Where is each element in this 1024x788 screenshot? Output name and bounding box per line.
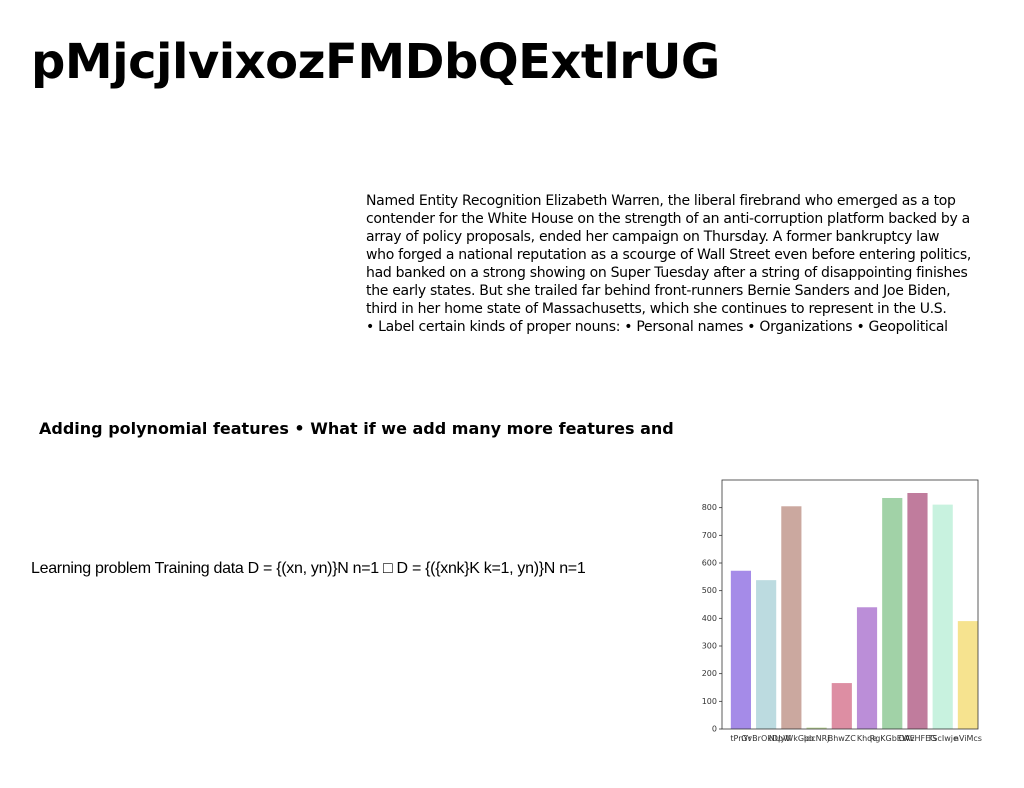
y-tick-label: 200 [702,669,717,678]
y-tick-label: 500 [702,586,717,595]
x-tick-label: IdcNRj [804,734,830,743]
polynomial-heading: Adding polynomial features • What if we … [39,419,674,438]
paragraph-line: had banked on a strong showing on Super … [366,265,968,281]
paragraph-line: third in her home state of Massachusetts… [366,301,947,317]
x-tick-label: TScIwje [926,734,957,743]
paragraph-line: contender for the White House on the str… [366,211,970,227]
bar [756,580,777,729]
bar [856,607,878,729]
bar [882,497,903,729]
bar-chart: tPnYr GvBrOkDpW NUyWkGpo IdcNRj BhwZC Khqe RgK… [690,470,990,760]
y-tick-label: 800 [702,503,717,512]
y-tick-label: 300 [702,642,717,651]
page-title: pMjcjlvixozFMDbQExtlrUG [31,34,720,90]
y-tick-label: 0 [712,725,717,734]
x-tick-label: OAvHFEG [899,734,937,743]
learning-problem-text: Learning problem Training data D = {(xn,… [31,560,586,577]
x-tick-label: GvBrOkDpW [741,734,791,743]
ner-paragraph: Named Entity Recognition Elizabeth Warre… [366,192,1018,336]
x-tick-label: Khqe [857,734,877,743]
y-tick-label: 100 [702,697,717,706]
paragraph-line: • Label certain kinds of proper nouns: •… [366,319,948,335]
paragraph-line: the early states. But she trailed far be… [366,283,951,299]
plot-frame [721,479,979,730]
bar [932,504,953,729]
paragraph-line: array of policy proposals, ended her cam… [366,229,940,245]
y-tick-label: 700 [702,531,717,540]
bar [806,727,827,729]
bar [907,493,928,729]
paragraph-line: Named Entity Recognition Elizabeth Warre… [366,193,956,209]
y-tick-label: 600 [702,559,717,568]
x-tick-label: BhwZC [828,734,857,743]
bar [831,683,852,729]
x-tick-label: tPnYr [730,734,752,743]
x-tick-label: RgKGbEWE [870,734,915,743]
y-tick-label: 400 [702,614,717,623]
x-tick-label: NUyWkGpo [769,734,814,743]
x-tick-label: nViMcs [954,734,982,743]
bar [730,570,752,729]
paragraph-line: who forged a national reputation as a sc… [366,247,972,263]
bar [957,621,978,729]
bar [781,506,802,729]
